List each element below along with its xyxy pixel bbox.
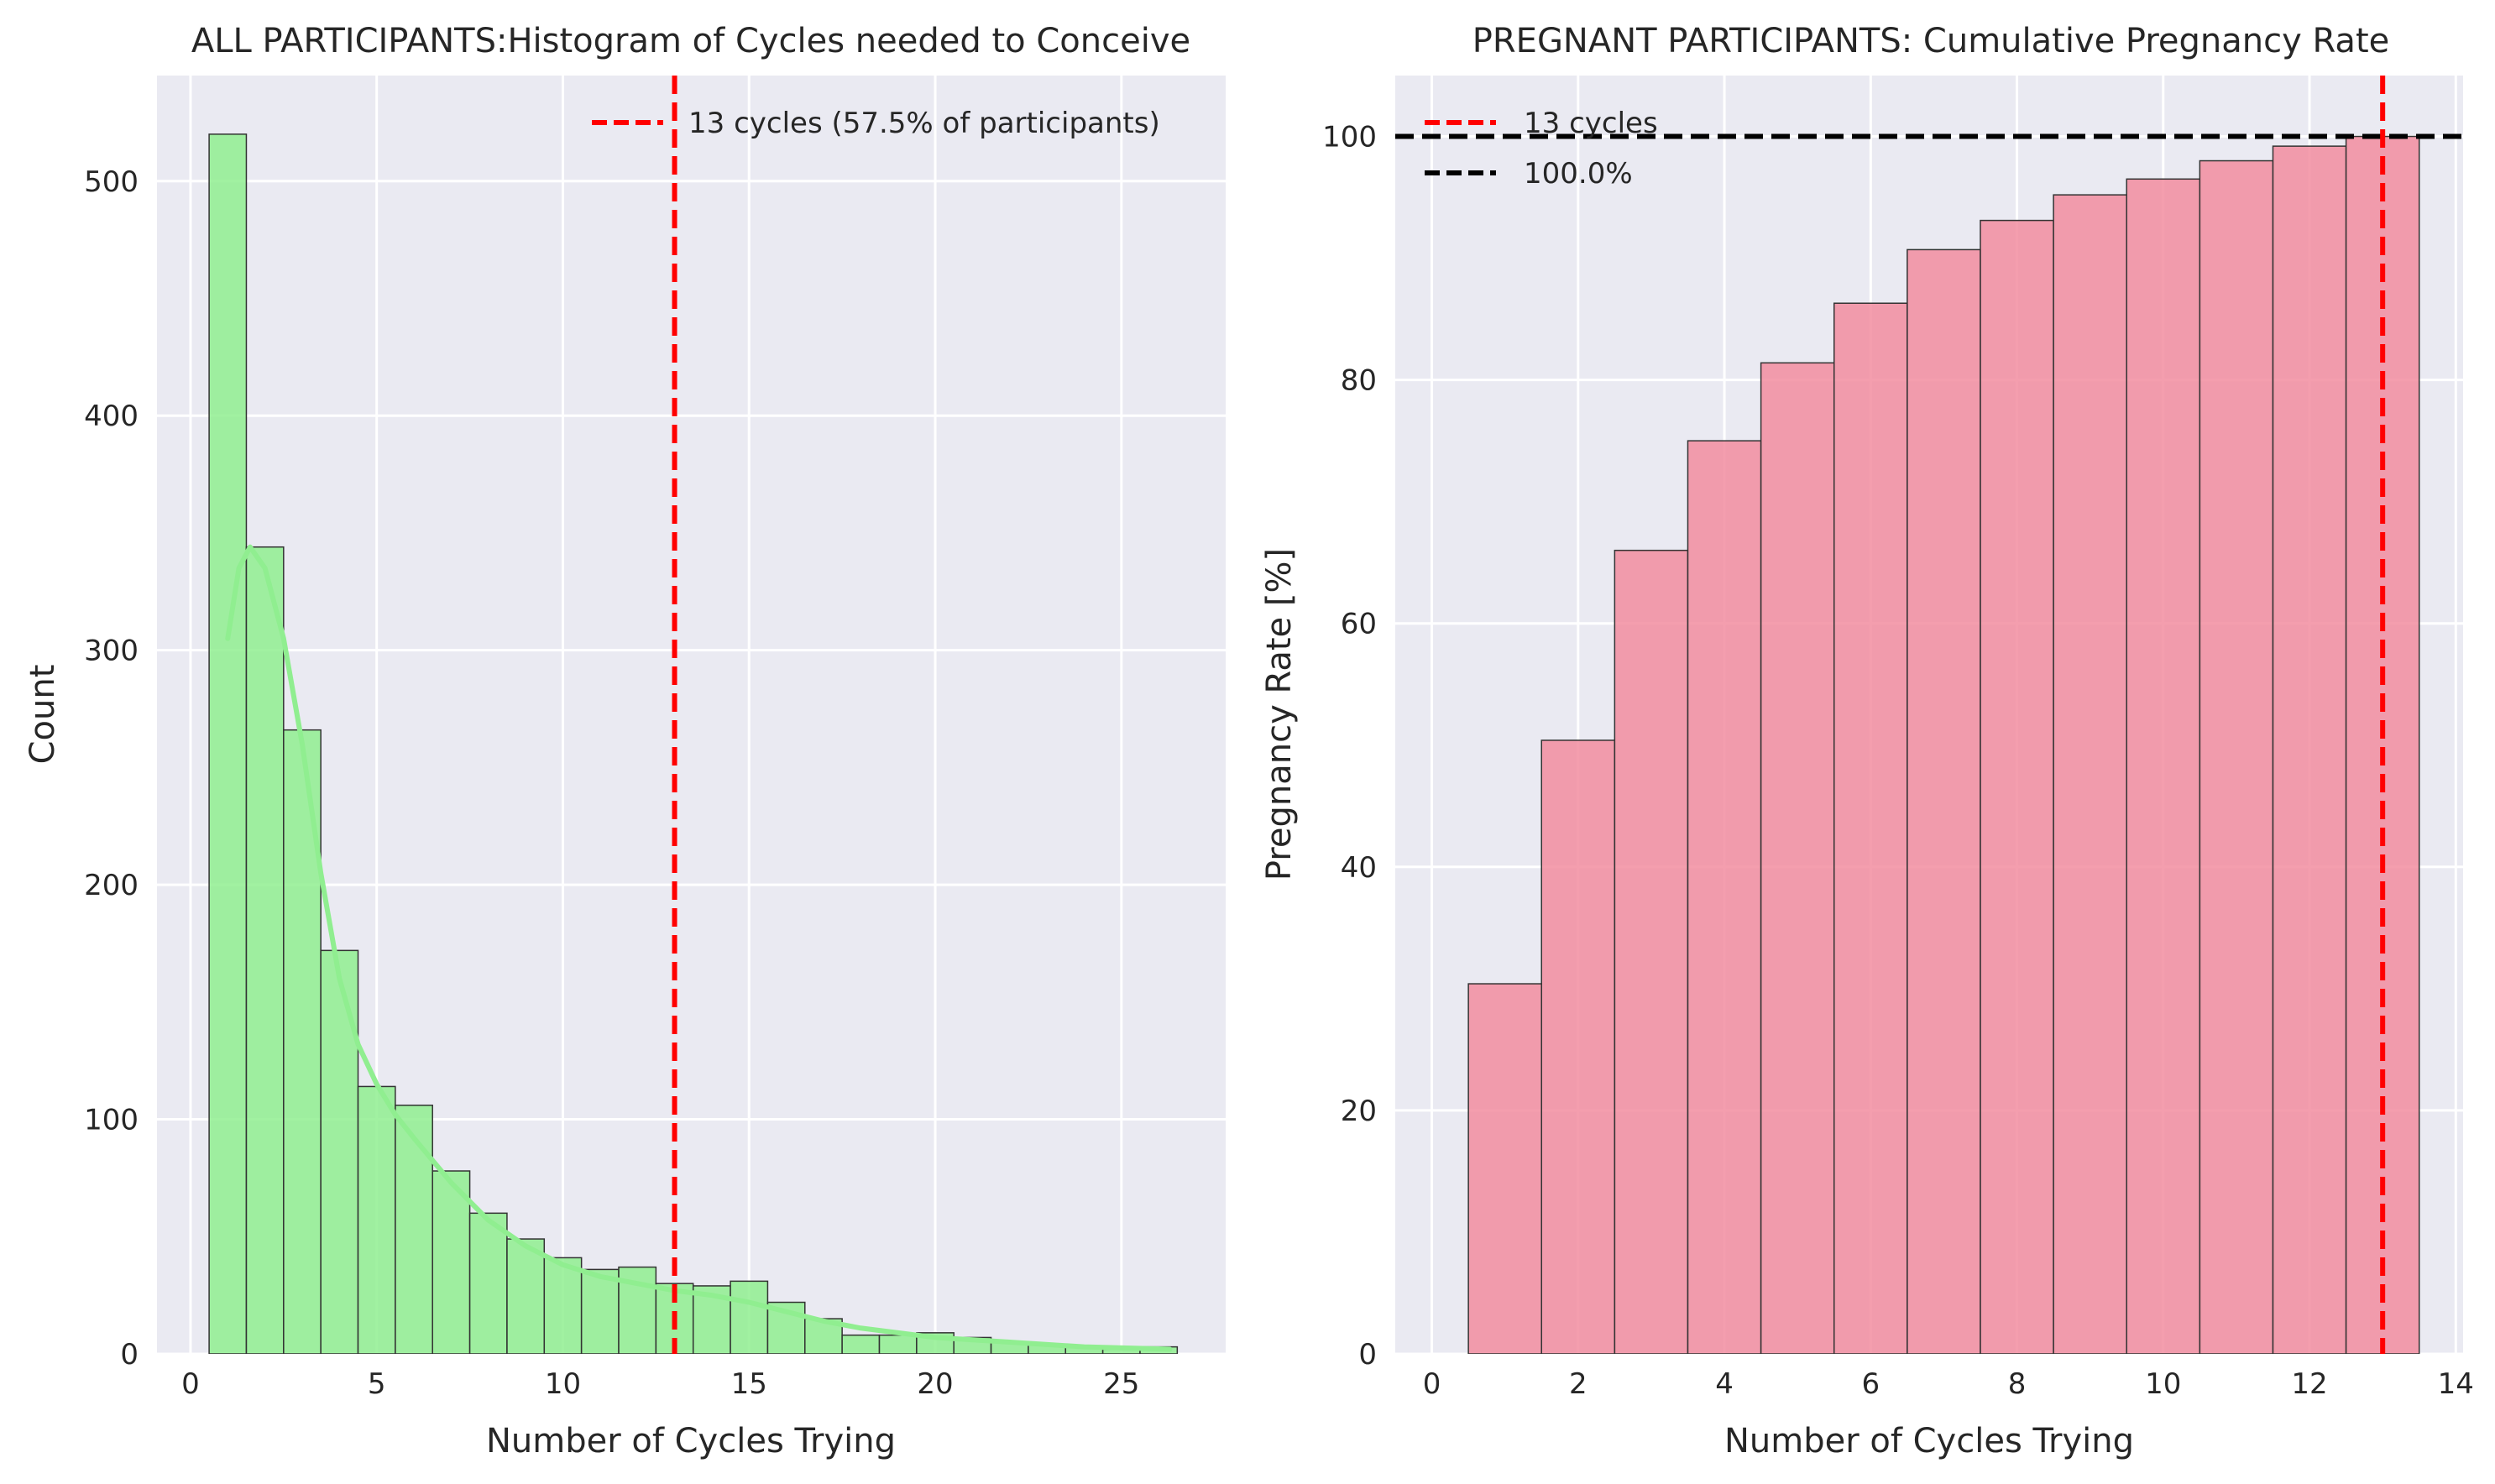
legend-label-vline-left: 13 cycles (57.5% of participants) — [688, 107, 1160, 140]
kde-curve-group — [225, 544, 1173, 1352]
histogram-bar — [1980, 219, 2054, 1354]
histogram-bars — [208, 133, 1179, 1354]
x-tick-label: 20 — [917, 1367, 953, 1401]
y-tick-label: 500 — [84, 165, 139, 199]
histogram-bar — [878, 1334, 918, 1354]
cumulative-bars — [1467, 135, 2420, 1354]
legend-label-hline-right: 100.0% — [1524, 157, 1633, 191]
x-tick-label: 8 — [2008, 1367, 2027, 1401]
cumulative-panel: 0 2 4 6 8 10 12 14 0 20 40 60 80 100 PREGNANT PARTIC… — [1260, 22, 2474, 1460]
kde-curve — [225, 544, 1173, 1352]
y-tick-label: 0 — [1358, 1338, 1377, 1372]
histogram-bar — [432, 1170, 471, 1354]
y-axis-label-left: Count — [24, 665, 62, 765]
x-axis-label-right: Number of Cycles Trying — [1724, 1422, 2134, 1460]
x-tick-label: 0 — [181, 1367, 200, 1401]
y-tick-label: 300 — [84, 635, 139, 668]
reference-lines-right — [1395, 76, 2463, 1354]
histogram-bar — [320, 949, 359, 1354]
x-axis-label-left: Number of Cycles Trying — [486, 1422, 896, 1460]
y-tick-label: 20 — [1341, 1095, 1377, 1128]
histogram-panel: 0 5 10 15 20 25 0 100 200 300 400 500 ALL PARTICIP… — [24, 22, 1226, 1460]
x-tick-label: 0 — [1423, 1367, 1441, 1401]
histogram-bar — [2272, 145, 2347, 1354]
x-tick-label: 5 — [368, 1367, 386, 1401]
x-tick-label: 10 — [2145, 1367, 2181, 1401]
x-tick-label: 25 — [1103, 1367, 1139, 1401]
x-tick-label: 10 — [545, 1367, 581, 1401]
x-tick-label: 12 — [2291, 1367, 2327, 1401]
y-tick-label: 100 — [84, 1104, 139, 1137]
y-ticks-left: 0 100 200 300 400 500 — [84, 165, 139, 1372]
histogram-bar — [1467, 983, 1542, 1354]
histogram-bar — [357, 1085, 396, 1354]
histogram-bar — [1907, 248, 1981, 1354]
x-tick-label: 2 — [1569, 1367, 1587, 1401]
histogram-bar — [506, 1238, 546, 1354]
legend-left: 13 cycles (57.5% of participants) — [592, 107, 1160, 140]
histogram-bar — [395, 1105, 433, 1354]
chart-title-left: ALL PARTICIPANTS:Histogram of Cycles nee… — [191, 22, 1190, 60]
y-tick-label: 80 — [1341, 364, 1377, 398]
legend-right: 13 cycles 100.0% — [1425, 107, 1658, 191]
histogram-bar — [1687, 440, 1762, 1354]
histogram-bar — [2126, 178, 2201, 1354]
x-tick-label: 15 — [731, 1367, 767, 1401]
histogram-bar — [1540, 739, 1616, 1354]
histogram-bar — [2053, 194, 2127, 1354]
histogram-bar — [468, 1212, 508, 1354]
x-ticks-left: 0 5 10 15 20 25 — [181, 1367, 1139, 1401]
x-tick-label: 4 — [1715, 1367, 1734, 1401]
y-tick-label: 200 — [84, 869, 139, 902]
histogram-bar — [1833, 302, 1908, 1354]
y-axis-label-right: Pregnancy Rate [%] — [1260, 548, 1299, 880]
histogram-bar — [245, 546, 285, 1354]
histogram-bar — [580, 1268, 620, 1354]
y-tick-label: 100 — [1322, 121, 1377, 154]
histogram-bar — [2199, 159, 2274, 1354]
x-tick-label: 14 — [2438, 1367, 2474, 1401]
y-tick-label: 0 — [120, 1338, 139, 1372]
y-tick-label: 40 — [1341, 851, 1377, 885]
histogram-bar — [1760, 362, 1835, 1354]
y-tick-label: 60 — [1341, 608, 1377, 641]
histogram-bar — [841, 1334, 881, 1354]
histogram-bar — [730, 1280, 769, 1354]
histogram-bar — [543, 1257, 583, 1354]
y-tick-label: 400 — [84, 400, 139, 433]
x-ticks-right: 0 2 4 6 8 10 12 14 — [1423, 1367, 2474, 1401]
x-tick-label: 6 — [1861, 1367, 1880, 1401]
y-ticks-right: 0 20 40 60 80 100 — [1322, 121, 1377, 1372]
chart-title-right: PREGNANT PARTICIPANTS: Cumulative Pregna… — [1472, 22, 2389, 60]
legend-label-vline-right: 13 cycles — [1524, 107, 1658, 140]
histogram-bar — [208, 133, 248, 1354]
histogram-bar — [1614, 549, 1689, 1354]
